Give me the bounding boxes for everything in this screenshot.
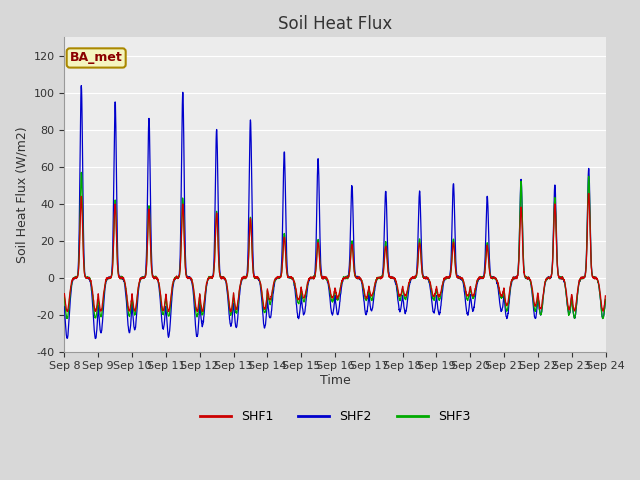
SHF2	[602, 297, 609, 303]
SHF3	[498, 295, 506, 300]
Line: SHF3: SHF3	[65, 172, 605, 319]
SHF3	[602, 297, 609, 302]
SHF1	[602, 293, 609, 299]
SHF3	[232, 308, 239, 313]
SHF3	[529, 290, 536, 296]
Text: BA_met: BA_met	[70, 51, 123, 64]
SHF1	[115, 273, 122, 278]
SHF1	[232, 304, 239, 310]
SHF2	[77, 83, 85, 88]
SHF1	[585, 191, 593, 196]
X-axis label: Time: Time	[319, 374, 350, 387]
SHF2	[232, 324, 239, 329]
SHF3	[367, 297, 375, 303]
SHF1	[61, 291, 68, 297]
SHF2	[61, 303, 68, 309]
SHF3	[115, 273, 122, 279]
SHF3	[599, 316, 607, 322]
SHF2	[115, 272, 123, 277]
SHF3	[594, 279, 602, 285]
SHF2	[92, 336, 99, 341]
SHF1	[529, 286, 536, 292]
SHF3	[77, 169, 85, 175]
SHF2	[368, 308, 376, 314]
SHF1	[227, 309, 234, 315]
SHF2	[595, 280, 602, 286]
SHF1	[595, 278, 602, 284]
SHF1	[498, 292, 506, 298]
SHF3	[61, 294, 68, 300]
Legend: SHF1, SHF2, SHF3: SHF1, SHF2, SHF3	[195, 405, 476, 428]
SHF2	[498, 307, 506, 313]
SHF2	[529, 295, 536, 300]
SHF1	[367, 293, 375, 299]
Line: SHF2: SHF2	[65, 85, 605, 338]
Line: SHF1: SHF1	[65, 193, 605, 312]
Y-axis label: Soil Heat Flux (W/m2): Soil Heat Flux (W/m2)	[15, 126, 28, 263]
Title: Soil Heat Flux: Soil Heat Flux	[278, 15, 392, 33]
